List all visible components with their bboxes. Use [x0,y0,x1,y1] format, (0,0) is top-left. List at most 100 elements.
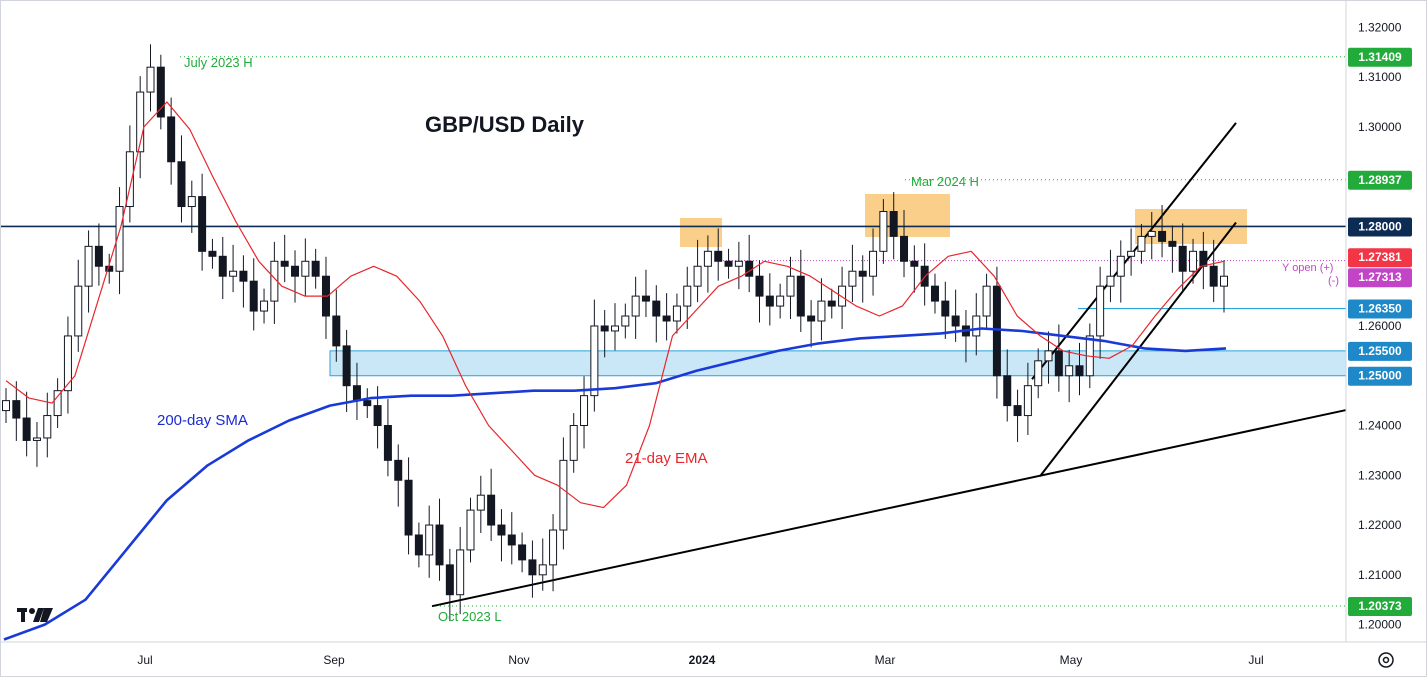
y-tick-label: 1.26000 [1358,319,1402,333]
candle [559,437,568,550]
candle-body [476,494,485,511]
candle-body [1023,385,1032,417]
candle-body [786,275,795,297]
candle-body [889,211,898,237]
candle-body [218,255,227,277]
candle [755,260,764,323]
resistance-box-2 [865,194,950,237]
candle-body [497,524,506,536]
candle [683,266,692,329]
ema21-line [5,101,1225,509]
candle-body [848,270,857,287]
candle-body [734,260,743,267]
candle-body [1147,230,1156,237]
candle [518,532,527,573]
candle-body [63,335,72,392]
candle-body [1127,250,1136,257]
price-tag-bg [1348,248,1412,268]
candle-body [1209,265,1218,287]
candle [125,125,134,223]
candle-body [1096,285,1105,337]
x-tick-label: Sep [323,653,345,667]
candle-body [879,211,888,252]
candle [641,269,650,318]
candle [249,258,258,331]
price-tag: 1.27313 [1348,268,1412,288]
label-year-open-plus: Y open (+) [1282,262,1333,274]
label-21-ema: 21-day EMA [625,450,708,467]
candle [827,288,836,319]
candle [1096,266,1105,359]
candle [1065,349,1074,403]
candle-body [1189,250,1198,272]
x-tick-label: Mar [875,653,896,667]
price-tag-label: 1.20373 [1358,599,1402,613]
price-tag-bg [1348,597,1412,617]
candle [693,239,702,303]
price-tag-label: 1.25500 [1358,344,1402,358]
tradingview-logo [17,608,53,622]
price-tag: 1.20373 [1348,597,1412,617]
candle-body [363,400,372,407]
candle [425,505,434,578]
candle [1013,389,1022,442]
sma200-line [3,327,1227,641]
candle-body [827,300,836,307]
candle [600,310,609,358]
candle-body [32,437,41,441]
candle-body [1116,255,1125,277]
candle [930,273,939,314]
candle [776,283,785,319]
candle-body [291,265,300,277]
candle-body [414,534,423,556]
candle [198,173,207,271]
candle-body [208,250,217,257]
price-tag-label: 1.28000 [1358,219,1402,233]
settings-gear-icon[interactable] [1378,652,1394,668]
candle [445,548,454,622]
candle [43,392,52,458]
candle-body [332,315,341,347]
price-tag-label: 1.28937 [1358,173,1402,187]
candle [621,303,630,339]
candle-body [1178,245,1187,272]
annotation-oct-low: Oct 2023 L [438,609,502,624]
candle-body [559,459,568,531]
candle-body [352,385,361,402]
price-tag: 1.25000 [1348,366,1412,386]
candle-body [435,524,444,566]
candle [549,514,558,592]
candle [167,97,176,185]
candle [32,422,41,467]
y-tick-label: 1.21000 [1358,568,1402,582]
candle-body [12,400,21,419]
candle-body [910,260,919,267]
candle [156,54,165,130]
candle [1106,249,1115,303]
candle-body [992,285,1001,377]
candle-body [683,285,692,307]
candle-body [280,260,289,267]
candle [672,293,681,334]
candle-body [590,325,599,397]
y-tick-label: 1.20000 [1358,618,1402,632]
candle [12,381,21,441]
candle [280,234,289,283]
candle-body [941,300,950,317]
candle [765,273,774,326]
candle [1023,362,1032,435]
candle-body [74,285,83,337]
price-tag-label: 1.26350 [1358,302,1402,316]
candle-body [146,66,155,93]
candle-body [383,425,392,461]
price-tag-label: 1.31409 [1358,50,1402,64]
candle-body [776,295,785,307]
candle-body [53,390,62,417]
candle-body [714,250,723,262]
candle [1209,239,1218,303]
candle [734,241,743,290]
candle-body [466,509,475,551]
candle [291,250,300,303]
candle-body [538,564,547,576]
